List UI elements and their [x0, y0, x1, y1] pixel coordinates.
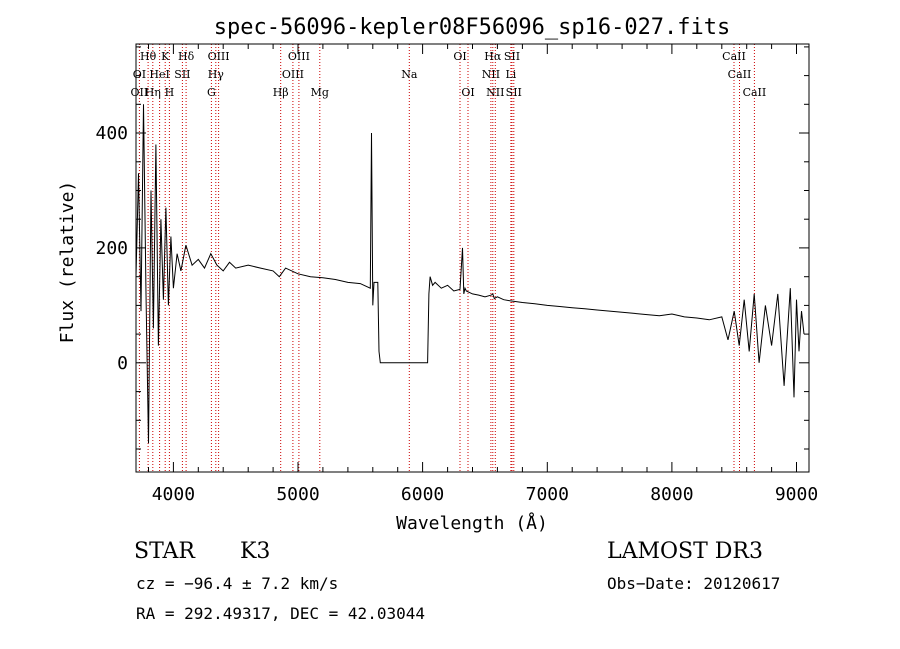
- survey-name: LAMOST DR3: [607, 539, 763, 564]
- object-class: STAR: [134, 539, 195, 564]
- object-subclass: K3: [240, 539, 271, 564]
- line-label: CaII: [728, 68, 752, 81]
- line-label: OIII: [208, 50, 230, 63]
- axis-ticks: 4000 5000 6000 7000 8000 9000 0 200 400: [95, 44, 818, 505]
- line-label: Mg: [311, 86, 329, 99]
- line-label: OI: [133, 68, 146, 81]
- x-tick-label: 4000: [152, 484, 195, 505]
- line-label: NII: [482, 68, 500, 81]
- chart-title: spec-56096-kepler08F56096_sp16-027.fits: [214, 15, 731, 40]
- x-tick-label: 9000: [775, 484, 818, 505]
- coordinates: RA = 292.49317, DEC = 42.03044: [136, 604, 425, 623]
- line-label: OIII: [282, 68, 304, 81]
- line-label: K: [161, 50, 170, 63]
- x-tick-label: 8000: [650, 484, 693, 505]
- line-label: Hγ: [208, 68, 225, 81]
- line-label: Hη: [145, 86, 161, 99]
- line-label: Hθ: [140, 50, 157, 63]
- line-label: OI: [453, 50, 466, 63]
- x-tick-label: 7000: [526, 484, 569, 505]
- observation-date: Obs−Date: 20120617: [607, 574, 781, 593]
- line-label: CaII: [743, 86, 767, 99]
- line-label: NII: [486, 86, 504, 99]
- line-label: SII: [174, 68, 190, 81]
- line-label: OIII: [288, 50, 310, 63]
- spectrum-line: [135, 104, 805, 444]
- y-axis-label: Flux (relative): [57, 181, 78, 344]
- line-label: Li: [505, 68, 516, 81]
- y-tick-label: 400: [95, 123, 128, 144]
- line-label: G: [207, 86, 216, 99]
- plot-frame: [135, 43, 810, 473]
- line-label: OI: [461, 86, 474, 99]
- line-label: Hα: [484, 50, 502, 63]
- y-tick-label: 200: [95, 238, 128, 259]
- line-markers: [138, 44, 755, 472]
- redshift-velocity: cz = −96.4 ± 7.2 km/s: [136, 574, 339, 593]
- line-label: H: [165, 86, 175, 99]
- line-label: SII: [504, 50, 520, 63]
- x-tick-label: 6000: [401, 484, 444, 505]
- x-axis-label: Wavelength (Å): [396, 512, 548, 534]
- x-tick-label: 5000: [276, 484, 319, 505]
- line-label: OII: [131, 86, 149, 99]
- line-label: Hδ: [178, 50, 195, 63]
- line-label: CaII: [722, 50, 746, 63]
- y-tick-label: 0: [117, 353, 128, 374]
- line-label: HeI: [149, 68, 169, 81]
- line-label: SII: [506, 86, 522, 99]
- line-label: Na: [401, 68, 418, 81]
- line-label: Hβ: [273, 86, 289, 99]
